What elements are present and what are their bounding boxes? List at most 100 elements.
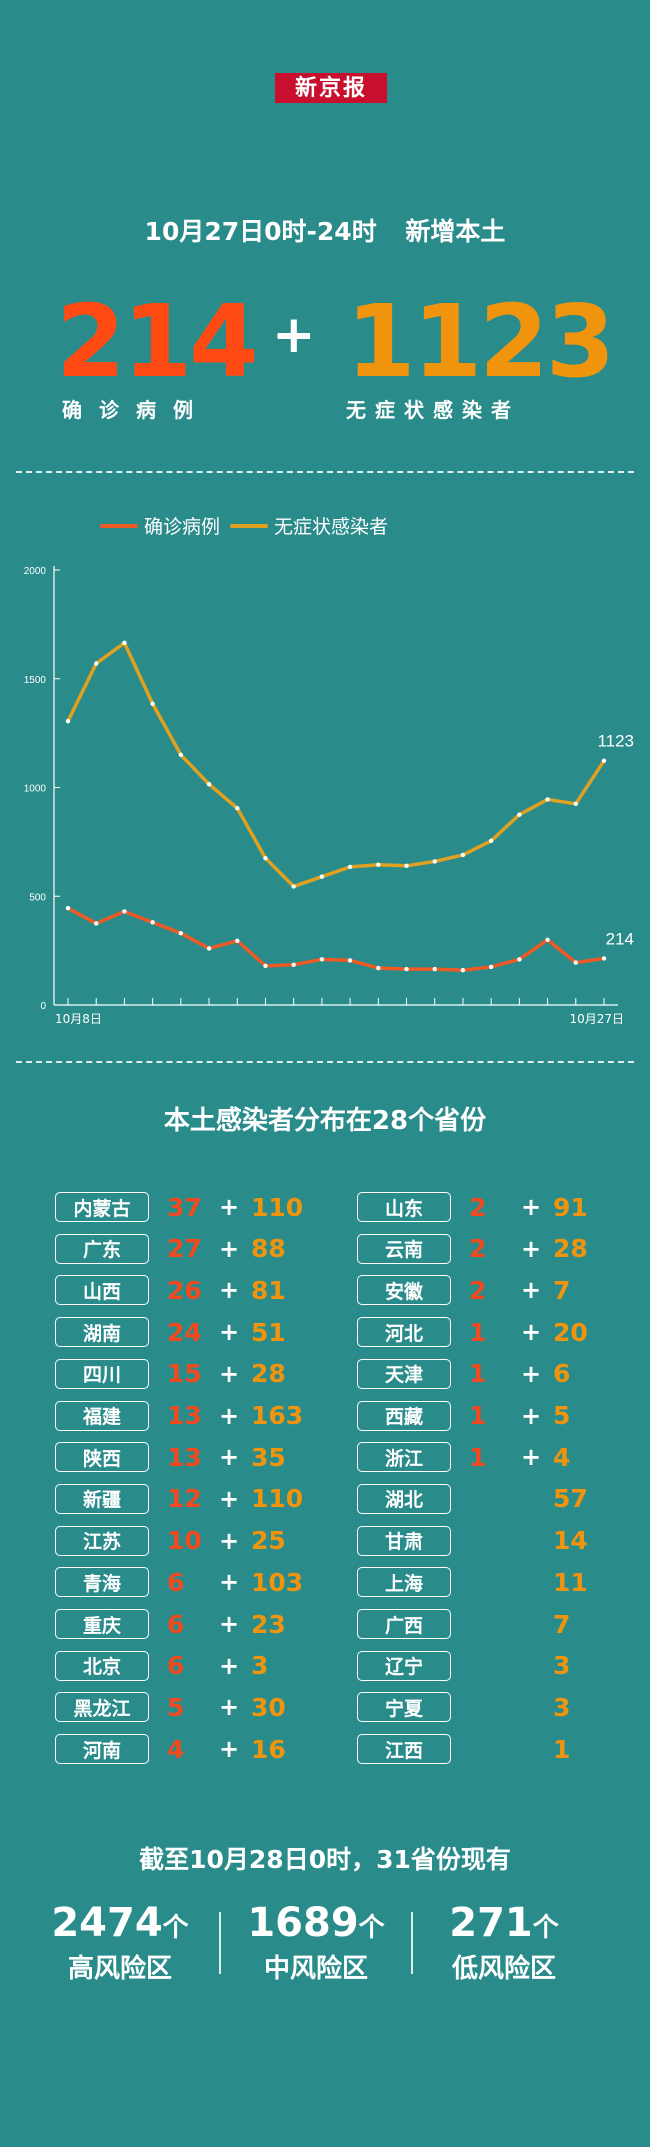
data-point <box>573 960 578 965</box>
province-name: 福建 <box>55 1400 149 1431</box>
province-row: 青海 6 +103 <box>55 1566 303 1598</box>
province-name: 青海 <box>55 1567 149 1598</box>
province-plus: + <box>219 1193 240 1221</box>
province-row: 宁夏 3 <box>357 1691 570 1723</box>
asymptomatic-label: 无症状感染者 <box>346 398 520 422</box>
province-asymptomatic: 91 <box>553 1192 588 1222</box>
province-row: 福建 13 +163 <box>55 1400 303 1432</box>
province-asymptomatic: 28 <box>553 1234 588 1264</box>
province-confirmed: 26 <box>167 1275 202 1305</box>
province-name: 云南 <box>357 1233 451 1264</box>
province-row: 河南 4 +16 <box>55 1733 286 1765</box>
province-plus: + <box>219 1610 240 1638</box>
risk-title: 截至10月28日0时，31省份现有 <box>139 1845 511 1874</box>
headline: 10月27日0时-24时 新增本土 <box>0 212 650 248</box>
data-point <box>65 718 71 724</box>
headline-subtitle: 新增本土 <box>405 217 506 246</box>
province-row: 黑龙江 5 +30 <box>55 1691 286 1723</box>
risk-label: 高风险区 <box>67 1954 172 1984</box>
risk-low: 271个 低风险区 <box>404 1900 604 1985</box>
asymptomatic-total: 1123 <box>346 283 615 400</box>
province-asymptomatic: 11 <box>553 1567 588 1597</box>
province-row: 山西 26 +81 <box>55 1274 286 1306</box>
y-tick-label: 1500 <box>24 675 47 686</box>
data-point <box>178 931 184 936</box>
province-name: 北京 <box>55 1650 149 1681</box>
province-name: 湖南 <box>55 1317 149 1348</box>
province-plus: + <box>219 1568 240 1597</box>
series-line-confirmed <box>67 906 605 972</box>
province-name: 西藏 <box>357 1400 451 1431</box>
data-point <box>545 797 550 802</box>
province-confirmed: 1 <box>469 1442 487 1472</box>
province-asymptomatic: 51 <box>251 1317 286 1347</box>
province-confirmed: 13 <box>167 1442 202 1472</box>
data-point <box>291 884 296 889</box>
data-point <box>404 966 409 972</box>
province-name: 山西 <box>55 1275 149 1306</box>
province-row: 安徽 2 +7 <box>357 1274 570 1306</box>
province-name: 广东 <box>55 1233 149 1264</box>
data-point <box>460 852 466 858</box>
province-name: 河北 <box>357 1317 451 1348</box>
province-asymptomatic: 3 <box>553 1651 571 1681</box>
data-point <box>517 812 522 817</box>
data-point <box>376 965 381 971</box>
province-row: 湖南 24 +51 <box>55 1316 286 1348</box>
data-point <box>206 946 212 951</box>
data-point <box>545 937 550 942</box>
province-asymptomatic: 25 <box>251 1526 286 1556</box>
legend-item-asymptomatic: 无症状感染者 <box>230 512 388 539</box>
province-plus: + <box>521 1193 542 1221</box>
province-confirmed: 5 <box>167 1692 185 1722</box>
data-point <box>319 874 325 879</box>
province-asymptomatic: 7 <box>553 1609 571 1639</box>
line-chart: 0 500 1000 1500 2000 10月8日 10月27日 214 1123 <box>24 566 634 1026</box>
province-asymptomatic: 3 <box>553 1692 571 1722</box>
province-confirmed: 1 <box>469 1401 487 1430</box>
x-tick-label: 10月27日 <box>569 1012 624 1026</box>
province-confirmed: 1 <box>469 1317 487 1347</box>
data-point <box>460 968 466 973</box>
divider <box>16 471 634 473</box>
data-point <box>150 701 155 706</box>
risk-separator <box>219 1912 221 1974</box>
province-name: 湖北 <box>357 1483 451 1514</box>
province-plus: + <box>219 1359 240 1388</box>
province-row: 天津 1 +6 <box>357 1358 570 1390</box>
province-name: 河南 <box>55 1734 149 1765</box>
data-point <box>488 964 494 970</box>
provinces-title: 本土感染者分布在28个省份 <box>163 1106 487 1136</box>
province-name: 陕西 <box>55 1442 149 1473</box>
province-confirmed: 13 <box>167 1401 202 1430</box>
province-name: 山东 <box>357 1192 451 1222</box>
data-point <box>235 805 240 811</box>
province-asymptomatic: 5 <box>553 1401 571 1430</box>
province-confirmed: 1 <box>469 1359 487 1389</box>
headline-date: 10月27日0时-24时 <box>144 217 377 246</box>
legend-label-confirmed: 确诊病例 <box>144 516 221 538</box>
data-point <box>432 966 437 972</box>
totals-plus: + <box>272 305 316 365</box>
province-plus: + <box>219 1443 240 1472</box>
province-asymptomatic: 163 <box>251 1401 304 1430</box>
province-asymptomatic: 3 <box>251 1651 269 1681</box>
province-name: 新疆 <box>55 1483 149 1514</box>
province-row: 陕西 13 +35 <box>55 1441 286 1473</box>
province-confirmed: 6 <box>167 1567 185 1597</box>
province-row: 四川 15 +28 <box>55 1358 286 1390</box>
province-name: 重庆 <box>55 1609 149 1639</box>
province-plus: + <box>219 1318 240 1347</box>
province-asymptomatic: 23 <box>251 1609 286 1639</box>
province-confirmed: 15 <box>167 1359 202 1389</box>
province-confirmed: 2 <box>469 1234 487 1264</box>
province-confirmed: 2 <box>469 1275 487 1305</box>
province-asymptomatic: 7 <box>553 1275 571 1305</box>
data-point <box>235 938 240 944</box>
province-row: 江苏 10 +25 <box>55 1525 286 1557</box>
province-name: 辽宁 <box>357 1650 451 1681</box>
risk-medium: 1689个 中风险区 <box>216 1900 416 1985</box>
province-name: 甘肃 <box>357 1525 451 1556</box>
data-point <box>404 863 409 868</box>
province-confirmed: 27 <box>167 1234 202 1264</box>
